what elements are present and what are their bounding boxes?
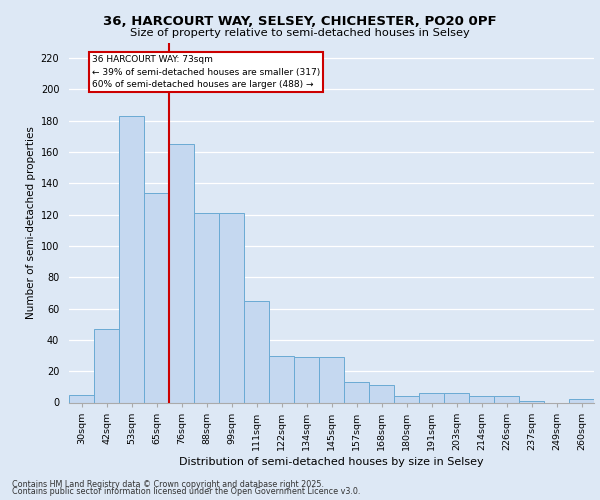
Bar [69,394,94,402]
Text: 36, HARCOURT WAY, SELSEY, CHICHESTER, PO20 0PF: 36, HARCOURT WAY, SELSEY, CHICHESTER, PO… [103,15,497,28]
Bar [319,357,344,403]
Bar [194,213,219,402]
Y-axis label: Number of semi-detached properties: Number of semi-detached properties [26,126,37,319]
Bar [419,393,444,402]
Bar [494,396,519,402]
Bar [469,396,494,402]
Text: Size of property relative to semi-detached houses in Selsey: Size of property relative to semi-detach… [130,28,470,38]
Bar [369,386,394,402]
Bar [219,213,244,402]
Bar [119,116,144,403]
Bar [394,396,419,402]
Bar [344,382,369,402]
Bar [294,357,319,403]
Bar [169,144,194,403]
Bar [144,193,169,402]
Bar [244,301,269,402]
Bar [519,401,544,402]
Bar [94,329,119,402]
Bar [269,356,294,403]
Text: Contains public sector information licensed under the Open Government Licence v3: Contains public sector information licen… [12,488,361,496]
Text: Contains HM Land Registry data © Crown copyright and database right 2025.: Contains HM Land Registry data © Crown c… [12,480,324,489]
X-axis label: Distribution of semi-detached houses by size in Selsey: Distribution of semi-detached houses by … [179,457,484,467]
Text: 36 HARCOURT WAY: 73sqm
← 39% of semi-detached houses are smaller (317)
60% of se: 36 HARCOURT WAY: 73sqm ← 39% of semi-det… [92,55,320,89]
Bar [444,393,469,402]
Bar [569,400,594,402]
